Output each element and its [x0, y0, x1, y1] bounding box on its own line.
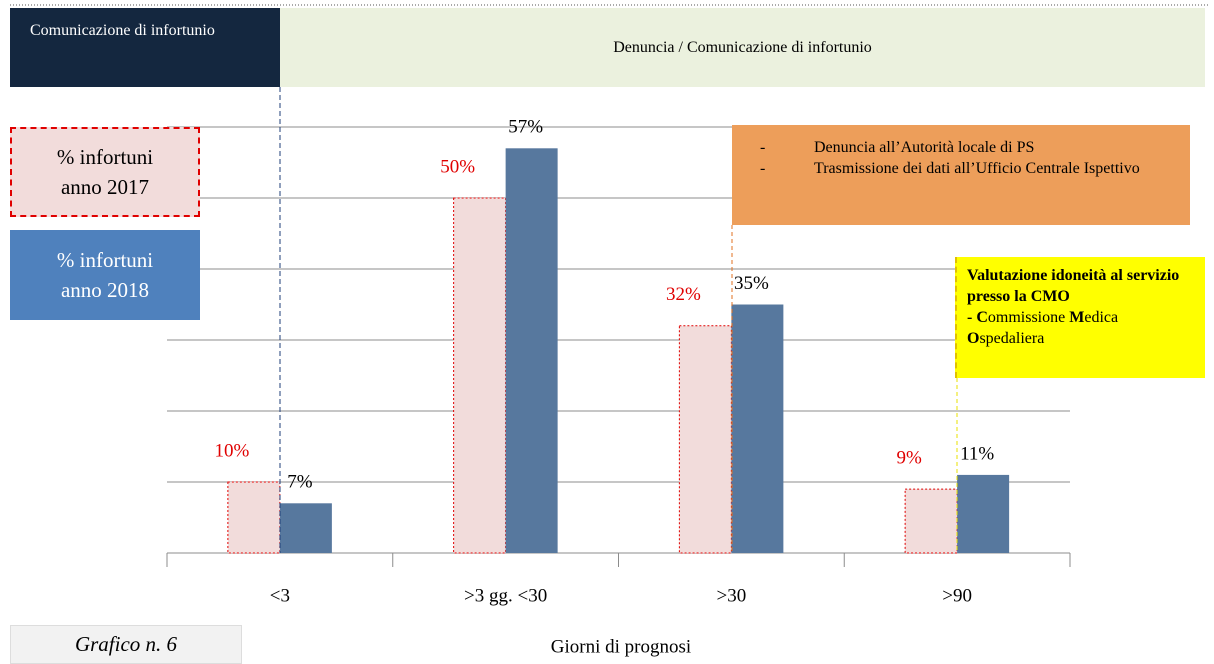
orange-item: Trasmissione dei dati all’Ufficio Centra…: [760, 158, 1170, 179]
x-tick-label: <3: [270, 585, 290, 606]
bar: [279, 503, 332, 553]
legend-entry: % infortuni anno 2018: [10, 230, 200, 320]
bar: [505, 148, 558, 554]
value-label: 9%: [896, 447, 922, 468]
value-label: 50%: [440, 156, 475, 177]
value-label: 7%: [287, 472, 313, 493]
x-tick-label: >30: [717, 585, 747, 606]
yellow-part: M: [1069, 309, 1085, 326]
bar: [904, 488, 958, 554]
orange-box: Denuncia all’Autorità locale di PS Trasm…: [732, 125, 1190, 225]
x-tick-label: >3 gg. <30: [464, 585, 547, 606]
orange-item: Denuncia all’Autorità locale di PS: [760, 137, 1170, 158]
value-label: 57%: [508, 117, 543, 138]
yellow-part: ommissione: [987, 309, 1070, 326]
x-tick-label: >90: [942, 585, 972, 606]
yellow-part: O: [967, 330, 980, 347]
yellow-box: Valutazione idoneità al servizio presso …: [955, 257, 1205, 378]
bar: [678, 325, 732, 554]
bar: [453, 197, 507, 554]
bar: [227, 481, 281, 554]
value-label: 10%: [214, 440, 249, 461]
header-right: Denuncia / Comunicazione di infortunio: [280, 8, 1205, 87]
yellow-part: edica: [1084, 309, 1119, 326]
legend-entry: % infortuni anno 2017: [10, 127, 200, 217]
value-label: 11%: [960, 443, 994, 464]
x-axis-label: Giorni di prognosi: [551, 636, 691, 657]
value-label: 32%: [666, 284, 701, 305]
yellow-part: spedaliera: [979, 330, 1045, 347]
yellow-title: Valutazione idoneità al servizio presso …: [967, 267, 1180, 305]
bar: [731, 304, 784, 553]
header-left: Comunicazione di infortunio: [10, 8, 280, 87]
yellow-part: - C: [967, 309, 988, 326]
value-label: 35%: [734, 273, 769, 294]
caption: Grafico n. 6: [10, 625, 242, 664]
bar: [957, 474, 1010, 553]
